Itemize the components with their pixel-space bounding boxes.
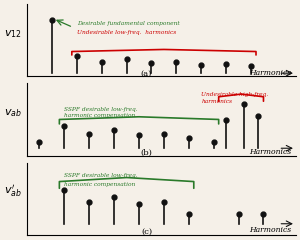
- Text: harmonic compensation: harmonic compensation: [64, 182, 136, 187]
- Text: (c): (c): [141, 228, 152, 235]
- Text: Undesirable high-freq.: Undesirable high-freq.: [201, 92, 268, 97]
- Text: Harmonics: Harmonics: [249, 148, 291, 156]
- Text: Undesirable low-freq.  harmonics: Undesirable low-freq. harmonics: [77, 30, 176, 35]
- Text: Desirable fundamental component: Desirable fundamental component: [77, 21, 179, 26]
- Text: (b): (b): [140, 149, 152, 157]
- Text: Harmonics: Harmonics: [249, 226, 291, 234]
- Y-axis label: $v_{12}$: $v_{12}$: [4, 28, 22, 40]
- Text: harmonic compensation: harmonic compensation: [64, 114, 136, 118]
- Text: SSPF desirable low-freq.: SSPF desirable low-freq.: [64, 107, 138, 112]
- Text: (a): (a): [141, 70, 152, 78]
- Y-axis label: $v_{ab}$: $v_{ab}$: [4, 108, 22, 120]
- Text: SSPF desirable low-freq.: SSPF desirable low-freq.: [64, 173, 138, 178]
- Text: Harmonics: Harmonics: [249, 69, 291, 77]
- Text: harmonics: harmonics: [201, 99, 232, 104]
- Y-axis label: $v^{\prime}_{ab}$: $v^{\prime}_{ab}$: [4, 183, 22, 199]
